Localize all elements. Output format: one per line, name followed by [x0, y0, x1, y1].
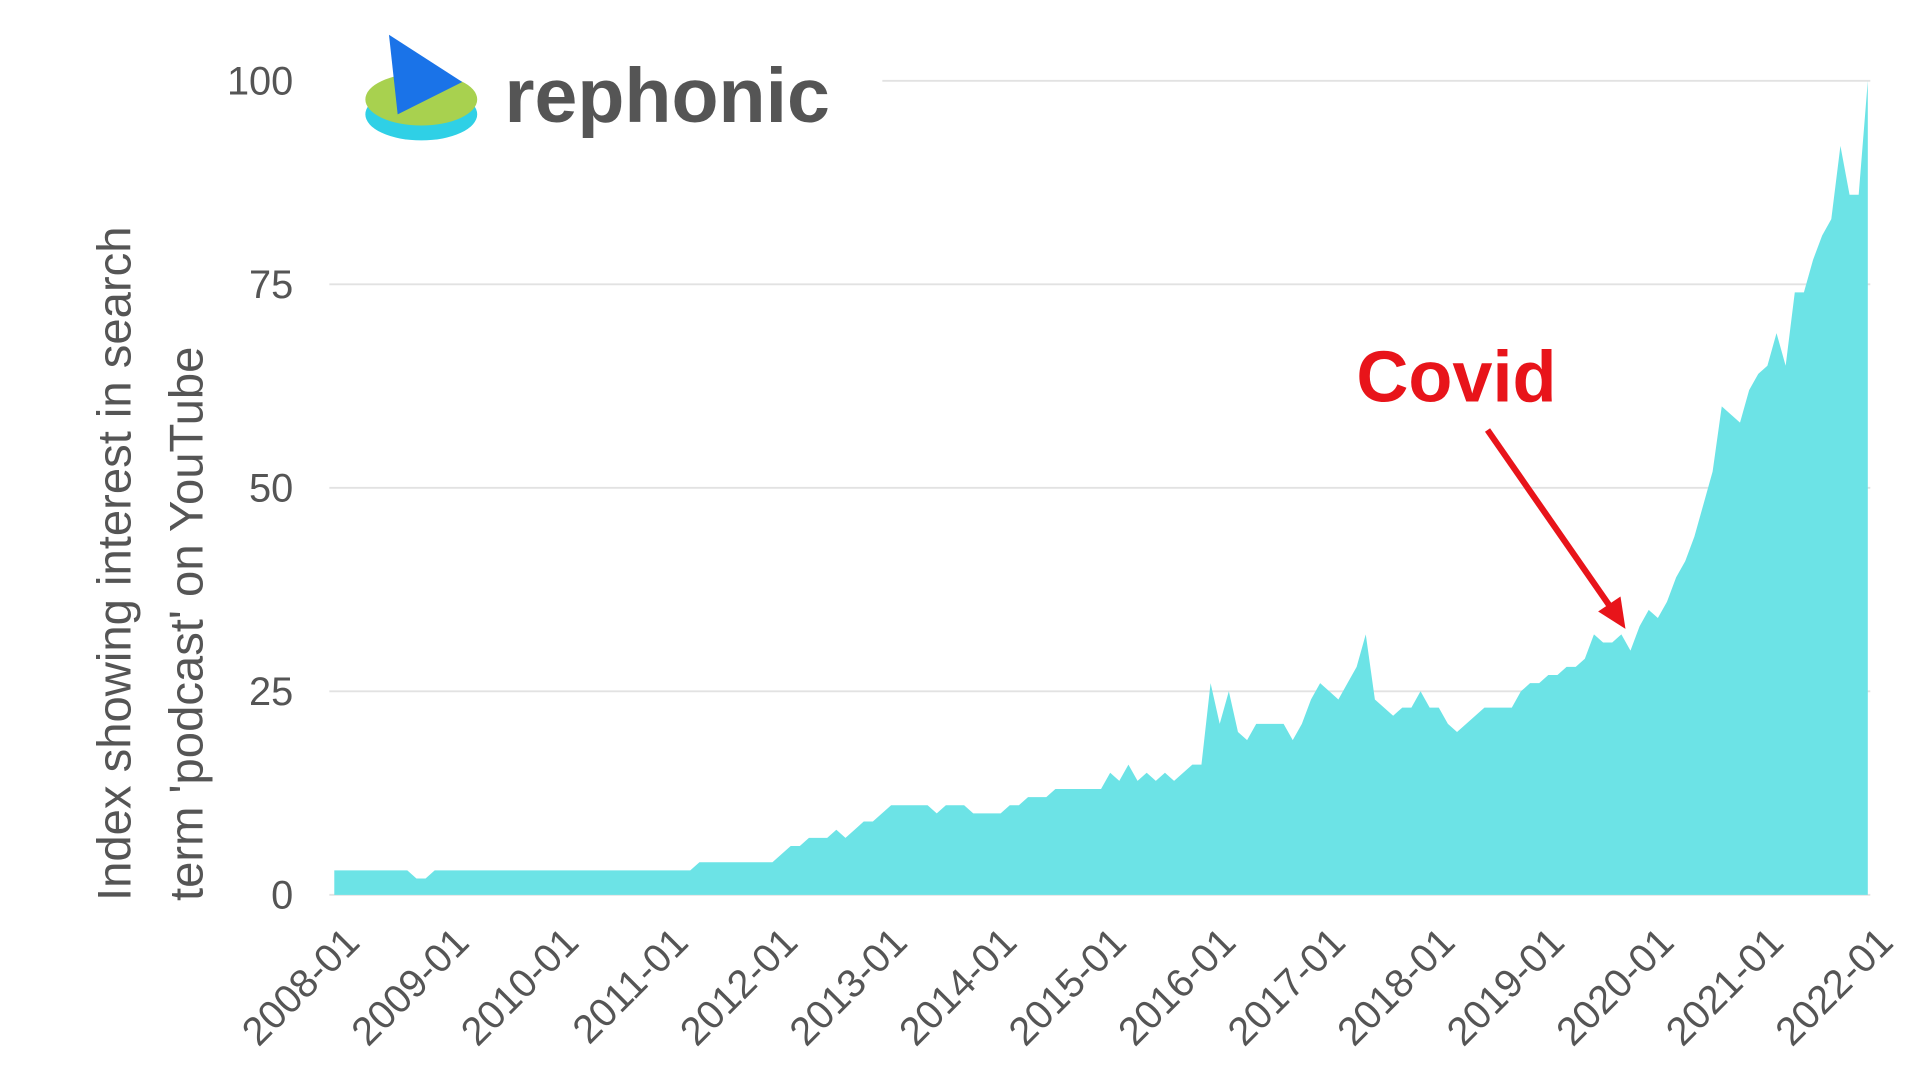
x-tick-label: 2013-01: [781, 920, 915, 1054]
y-axis-label-line: term 'podcast' on YouTube: [161, 347, 214, 901]
y-tick-label: 75: [249, 263, 293, 307]
plot: 02550751002008-012009-012010-012011-0120…: [227, 59, 1902, 1054]
x-tick-label: 2019-01: [1439, 920, 1573, 1054]
x-tick-label: 2016-01: [1110, 920, 1244, 1054]
annotation-arrow: [1484, 428, 1626, 629]
x-tick-label: 2022-01: [1767, 920, 1901, 1054]
x-tick-label: 2012-01: [672, 920, 806, 1054]
y-axis-label-line: Index showing interest in search: [88, 226, 141, 901]
area: [334, 80, 1868, 895]
x-tick-label: 2008-01: [234, 920, 368, 1054]
x-tick-label: 2011-01: [564, 920, 696, 1052]
x-tick-label: 2020-01: [1548, 920, 1682, 1054]
y-tick-label: 50: [249, 466, 293, 510]
x-tick-label: 2021-01: [1658, 920, 1792, 1054]
y-tick-label: 25: [249, 670, 293, 714]
x-tick-label: 2014-01: [891, 920, 1025, 1054]
brand: rephonic: [505, 53, 830, 139]
x-tick-label: 2010-01: [453, 920, 587, 1054]
y-tick-label: 100: [227, 59, 293, 103]
x-tick-label: 2017-01: [1220, 920, 1354, 1054]
y-axis-label: Index showing interest in search term 'p…: [88, 213, 213, 901]
x-tick-label: 2015-01: [1000, 920, 1134, 1054]
y-tick-label: 0: [271, 873, 293, 917]
x-tick-label: 2009-01: [343, 920, 477, 1054]
x-tick-label: 2018-01: [1329, 920, 1463, 1054]
logo-icon: [365, 34, 478, 141]
annotation: Covid: [1356, 337, 1556, 417]
